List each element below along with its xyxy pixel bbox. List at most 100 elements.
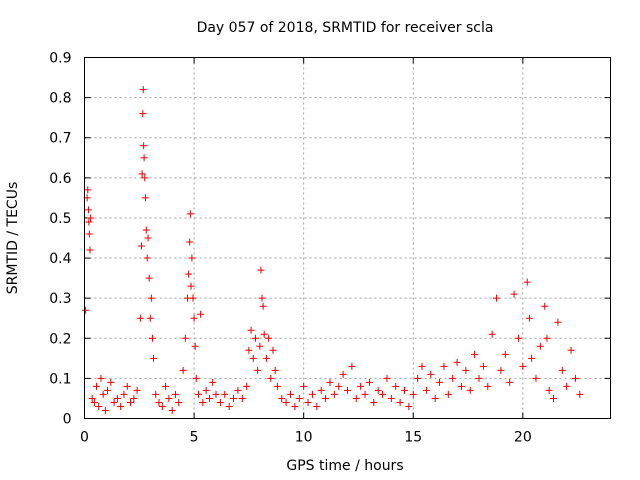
data-point-plus: [330, 390, 338, 398]
data-point-plus: [313, 402, 321, 410]
data-point-plus: [449, 374, 457, 382]
data-point-plus: [150, 354, 158, 362]
data-point-plus: [525, 314, 533, 322]
data-point-plus: [493, 294, 501, 302]
data-point-plus: [414, 374, 422, 382]
x-tick-label: 20: [514, 430, 532, 446]
data-point-plus: [95, 402, 103, 410]
data-point-plus: [558, 366, 566, 374]
data-point-plus: [171, 390, 179, 398]
data-point-plus: [194, 390, 202, 398]
data-point-plus: [308, 390, 316, 398]
data-point-plus: [148, 334, 156, 342]
data-point-plus: [259, 302, 267, 310]
data-point-plus: [88, 394, 96, 402]
axis-ticks: [84, 57, 611, 419]
data-point-plus: [140, 154, 148, 162]
data-point-plus: [142, 226, 150, 234]
data-point-plus: [519, 362, 527, 370]
data-point-plus: [110, 398, 118, 406]
data-point-plus: [136, 314, 144, 322]
data-point-plus: [133, 386, 141, 394]
data-point-plus: [291, 402, 299, 410]
data-point-plus: [536, 342, 544, 350]
data-point-plus: [370, 398, 378, 406]
data-point-plus: [265, 334, 273, 342]
data-point-plus: [212, 390, 220, 398]
data-point-plus: [545, 386, 553, 394]
data-point-plus: [192, 374, 200, 382]
data-point-plus: [84, 186, 92, 194]
data-point-plus: [158, 402, 166, 410]
data-point-plus: [86, 246, 94, 254]
data-point-plus: [141, 194, 149, 202]
data-point-plus: [287, 390, 295, 398]
data-point-plus: [99, 390, 107, 398]
x-tick-label: 10: [295, 430, 313, 446]
data-point-plus: [205, 394, 213, 402]
data-point-plus: [97, 374, 105, 382]
data-point-plus: [387, 394, 395, 402]
data-point-plus: [104, 386, 112, 394]
y-tick-label: 0.4: [49, 251, 71, 267]
data-point-plus: [317, 386, 325, 394]
data-point-plus: [82, 306, 90, 314]
data-point-plus: [543, 334, 551, 342]
data-point-plus: [249, 354, 257, 362]
data-point-plus: [257, 266, 265, 274]
data-point-plus: [191, 342, 199, 350]
data-point-plus: [113, 394, 121, 402]
data-point-plus: [282, 398, 290, 406]
data-point-plus: [189, 294, 197, 302]
data-point-plus: [186, 238, 194, 246]
data-point-plus: [258, 294, 266, 302]
data-point-plus: [152, 390, 160, 398]
data-point-plus: [501, 350, 509, 358]
data-point-plus: [256, 342, 264, 350]
data-point-plus: [243, 382, 251, 390]
data-point-plus: [190, 314, 198, 322]
data-point-plus: [571, 374, 579, 382]
data-point-plus: [93, 382, 101, 390]
data-point-plus: [188, 254, 196, 262]
data-point-plus: [254, 366, 262, 374]
data-point-plus: [392, 382, 400, 390]
data-point-plus: [101, 406, 109, 414]
data-point-plus: [488, 330, 496, 338]
data-point-plus: [143, 254, 151, 262]
data-point-plus: [271, 366, 279, 374]
data-point-plus: [431, 394, 439, 402]
data-point-plus: [304, 398, 312, 406]
data-point-plus: [230, 394, 238, 402]
data-point-plus: [90, 398, 98, 406]
data-point-plus: [379, 390, 387, 398]
data-point-plus: [322, 394, 330, 402]
data-point-plus: [365, 378, 373, 386]
data-point-plus: [137, 242, 145, 250]
x-tick-label: 0: [80, 430, 89, 446]
data-point-plus: [427, 370, 435, 378]
data-point-plus: [300, 382, 308, 390]
data-point-plus: [453, 358, 461, 366]
data-point-plus: [238, 394, 246, 402]
data-point-plus: [339, 370, 347, 378]
data-point-plus: [344, 386, 351, 394]
data-point-plus: [278, 394, 286, 402]
data-point-plus: [127, 398, 135, 406]
data-point-plus: [138, 170, 146, 178]
data-point-plus: [462, 366, 470, 374]
data-point-plus: [457, 382, 465, 390]
data-point-plus: [405, 402, 413, 410]
data-point-plus: [144, 234, 152, 242]
data-point-plus: [260, 330, 268, 338]
data-point-plus: [532, 374, 540, 382]
data-point-plus: [197, 310, 205, 318]
data-point-plus: [162, 382, 170, 390]
data-point-plus: [295, 394, 303, 402]
y-tick-label: 0.7: [49, 131, 71, 147]
y-tick-label: 0.2: [49, 331, 71, 347]
data-point-plus: [422, 386, 430, 394]
y-tick-label: 0.3: [49, 291, 71, 307]
data-point-plus: [567, 346, 575, 354]
